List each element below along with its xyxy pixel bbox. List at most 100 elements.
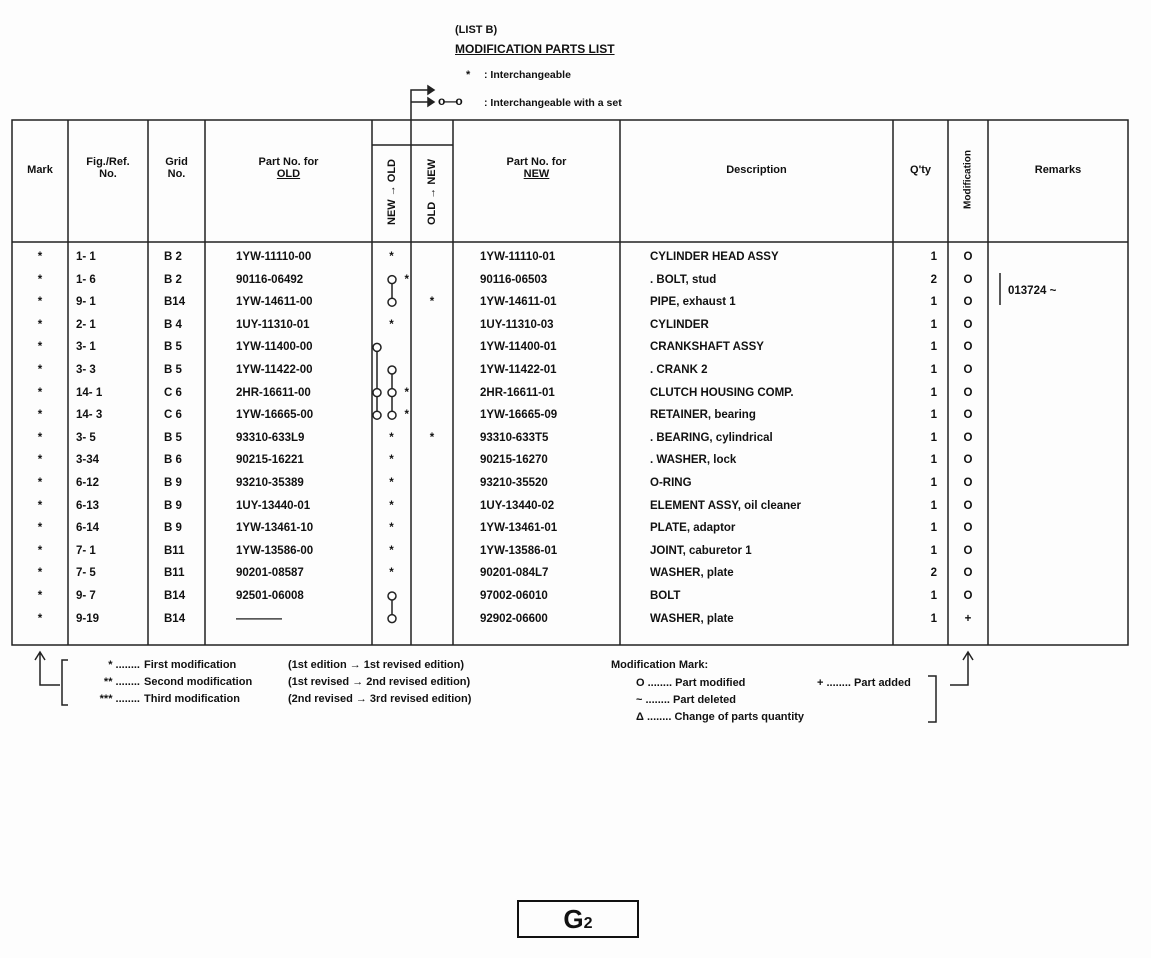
cell-mark: * — [37, 409, 43, 422]
cell-fig: 14- 1 — [76, 386, 103, 399]
mod-mark-title: Modification Mark: — [611, 659, 709, 671]
cell-qty: 1 — [930, 364, 937, 376]
cell-mark: * — [37, 341, 43, 354]
cell-new: 1YW-13586-01 — [480, 544, 558, 557]
cell-old: 1YW-13461-10 — [236, 522, 314, 535]
cell-mod: O — [963, 251, 973, 263]
cell-desc: RETAINER, bearing — [650, 409, 756, 422]
cell-grid: B14 — [164, 296, 186, 309]
cell-grid: B 5 — [164, 364, 182, 376]
footer-text: First modification — [144, 659, 237, 671]
cell-mod: O — [963, 386, 973, 399]
set-link-circle — [372, 387, 382, 398]
cell-mod: O — [963, 567, 973, 580]
cell-qty: 1 — [930, 522, 937, 535]
cell-new: 1YW-14611-01 — [480, 296, 557, 309]
cell-new: 1YW-11400-01 — [480, 341, 557, 354]
cell-mod: O — [963, 431, 973, 444]
cell-mark: * — [37, 364, 43, 376]
cell-qty: 1 — [930, 499, 937, 512]
cell-o2n: * — [429, 431, 435, 444]
cell-mark: * — [37, 454, 43, 467]
cell-fig: 9- 7 — [76, 590, 96, 602]
cell-mod: O — [963, 499, 973, 512]
cell-fig: 3-34 — [76, 454, 100, 467]
cell-n2o: * — [389, 454, 394, 467]
cell-fig: 6-12 — [76, 477, 100, 489]
cell-new: 92902-06600 — [480, 612, 548, 625]
cell-mod: O — [963, 273, 973, 286]
cell-fig: 3- 1 — [76, 341, 96, 354]
cell-old: 1YW-13586-00 — [236, 544, 314, 557]
cell-old: 90215-16221 — [236, 454, 304, 467]
cell-qty: 1 — [930, 409, 937, 422]
cell-grid: B11 — [164, 544, 185, 557]
cell-old: 93210-35389 — [236, 477, 304, 489]
cell-desc: CYLINDER HEAD ASSY — [650, 251, 779, 263]
cell-desc: PLATE, adaptor — [650, 522, 736, 535]
cell-mod: O — [963, 454, 973, 467]
col-old-part: Part No. for OLD — [205, 156, 372, 180]
col-grid-line1: Grid — [165, 156, 188, 168]
cell-desc: . CRANK 2 — [650, 364, 708, 376]
cell-qty: 1 — [930, 251, 937, 263]
cell-mod: O — [963, 544, 973, 557]
cell-mod: O — [963, 409, 973, 422]
cell-grid: B 4 — [164, 318, 182, 331]
col-new-part: Part No. for NEW — [453, 156, 620, 180]
cell-new: 90116-06503 — [480, 273, 548, 286]
cell-n2o: * — [389, 318, 394, 331]
cell-old: 1YW-14611-00 — [236, 296, 313, 309]
cell-fig: 3- 5 — [76, 431, 96, 444]
cell-grid: B 9 — [164, 477, 182, 489]
col-fig-ref-line2: No. — [99, 168, 117, 180]
cell-mod: O — [963, 318, 973, 331]
cell-n2o: * — [389, 251, 394, 263]
cell-old: 1YW-11400-00 — [236, 341, 313, 354]
footer-sym: *** ........ — [99, 693, 140, 705]
cell-n2o: * — [389, 544, 394, 557]
cell-fig: 7- 5 — [76, 567, 96, 580]
cell-fig: 1- 1 — [76, 251, 96, 263]
cell-desc: JOINT, caburetor 1 — [650, 544, 752, 557]
footer-text: Second modification — [144, 676, 253, 688]
cell-qty: 1 — [930, 386, 937, 399]
cell-old: 1YW-11422-00 — [236, 364, 313, 376]
cell-qty: 1 — [930, 296, 937, 309]
cell-new: 1YW-13461-01 — [480, 522, 558, 535]
set-link-circle — [387, 410, 397, 420]
set-link-circle — [387, 591, 397, 601]
cell-qty: 1 — [930, 544, 937, 557]
cell-desc: WASHER, plate — [650, 567, 734, 580]
cell-new: 1UY-11310-03 — [480, 318, 554, 331]
col-fig-ref-line1: Fig./Ref. — [86, 156, 130, 168]
cell-old: 1UY-11310-01 — [236, 318, 310, 331]
page-title: MODIFICATION PARTS LIST — [455, 42, 615, 56]
cell-fig: 14- 3 — [76, 409, 103, 422]
mod-mark-item: ~ ........ Part deleted — [636, 694, 736, 706]
cell-fig: 2- 1 — [76, 318, 96, 331]
cell-n2o: * — [389, 477, 394, 489]
mod-mark-item: + ........ Part added — [817, 677, 911, 689]
cell-old: 2HR-16611-00 — [236, 386, 311, 399]
cell-qty: 1 — [930, 341, 937, 354]
cell-mark: * — [37, 477, 43, 489]
col-fig-ref: Fig./Ref. No. — [68, 156, 148, 180]
cell-new: 1YW-16665-09 — [480, 409, 558, 422]
cell-desc: . WASHER, lock — [650, 454, 737, 467]
cell-n2o: * — [389, 431, 394, 444]
cell-grid: B 2 — [164, 251, 182, 263]
cell-mark: * — [37, 499, 43, 512]
cell-fig: 6-13 — [76, 499, 100, 512]
set-link-circle — [387, 274, 397, 285]
cell-qty: 1 — [930, 612, 937, 625]
cell-new: 90215-16270 — [480, 454, 548, 467]
mod-mark-item: Δ ........ Change of parts quantity — [636, 711, 805, 723]
cell-old: 90116-06492 — [236, 273, 304, 286]
cell-n2o: * — [404, 409, 409, 422]
cell-qty: 1 — [930, 477, 937, 489]
col-mark: Mark — [27, 164, 53, 176]
set-link-circle — [387, 365, 397, 375]
